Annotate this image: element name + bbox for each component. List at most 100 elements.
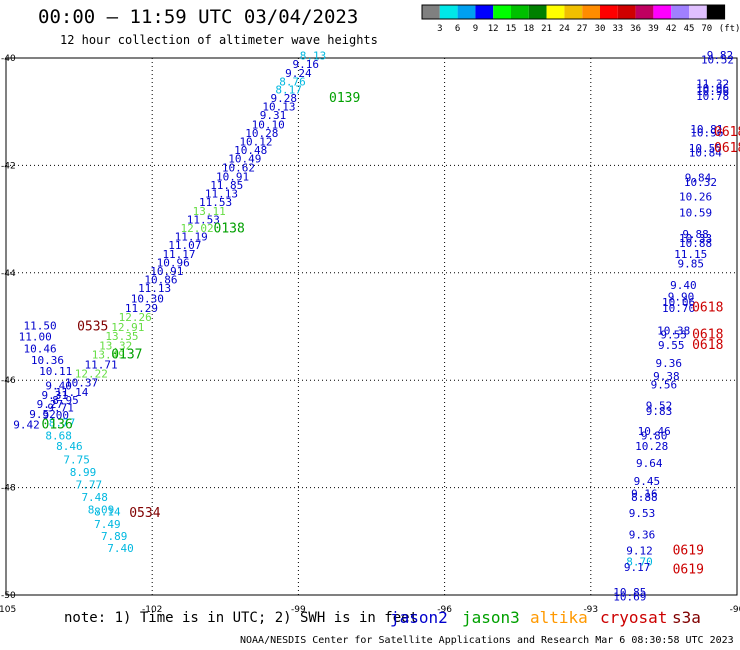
swh-data-label: 9.27 [37,398,64,411]
swh-data-label: 10.85 [613,586,646,599]
swh-data-label: 11.07 [168,239,201,252]
colorbar-tick-label: 3 [437,24,442,34]
swh-data-label: 10.38 [657,325,690,338]
colorbar-unit: (ft) [719,24,740,34]
swh-data-label: 10.46 [638,425,671,438]
swh-data-label: 8.76 [279,75,306,88]
swh-data-label: 9.80 [641,429,668,442]
swh-data-label: 7.48 [81,491,108,504]
pass-time-label: 0138 [214,222,245,237]
colorbar-tick-label: 9 [473,24,478,34]
swh-data-label: 9.88 [682,228,709,241]
colorbar-swatch [635,5,654,19]
swh-data-label: 11.85 [210,179,243,192]
swh-data-label: 9.31 [260,109,287,122]
colorbar-swatch [422,5,440,19]
swh-data-label: 9.31 [41,389,68,402]
swh-data-label: 10.36 [31,354,64,367]
swh-data-label: 7.77 [76,479,103,492]
colorbar-tick-label: 18 [523,24,534,34]
swh-data-label: 13.11 [193,205,226,218]
y-tick-label: -44 [1,269,16,279]
swh-data-label: 11.13 [205,188,238,201]
pass-time-label: 0139 [329,91,360,106]
swh-data-label: 9.45 [634,475,661,488]
swh-data-label: 13.49 [92,349,125,362]
swh-data-label: 10.26 [679,190,712,203]
swh-data-label: 10.28 [245,127,278,140]
colorbar-tick-label: 24 [559,24,570,34]
swh-data-label: 9.82 [707,49,734,62]
swh-data-label: 8.13 [300,50,327,63]
swh-data-label: 11.50 [24,320,57,333]
swh-data-label: 9.24 [285,67,312,80]
pass-time-label: 0618 [692,338,723,353]
x-tick-label: -96 [437,605,452,615]
swh-data-label: 9.52 [646,400,673,413]
footer-credit: NOAA/NESDIS Center for Satellite Applica… [240,635,734,646]
swh-data-label: 10.88 [679,237,712,250]
pass-time-label: 0618 [692,300,723,315]
swh-data-label: 11.14 [55,386,88,399]
swh-data-label: 10.84 [689,146,722,159]
swh-data-label: 10.86 [144,274,177,287]
plot-frame [5,57,738,596]
chart-note: note: 1) Time is in UTC; 2) SWH is in fe… [64,610,419,626]
colorbar-swatch [653,5,672,19]
swh-data-label: 9.40 [45,379,72,392]
swh-data-label: 10.33 [679,232,712,245]
pass-time-label: 0136 [42,418,73,433]
y-tick-label: -50 [1,591,16,601]
pass-time-label: 0618 [692,327,723,342]
swh-data-label: 11.17 [162,248,195,261]
swh-data-label: 10.11 [39,365,72,378]
swh-data-label: 10.49 [228,153,261,166]
color-legend: 3 6 9 12 15 18 21 24 27 30 33 36 39 42 45 70 (ft) [421,4,740,34]
colorbar-tick-label: 36 [630,24,641,34]
swh-data-label: 11.53 [187,213,220,226]
colorbar-swatch [671,5,689,19]
colorbar-tick-label: 27 [577,24,588,34]
swh-data-label: 11.53 [199,196,232,209]
swh-data-label: 11.71 [84,358,117,371]
colorbar-swatch [546,5,565,19]
x-tick-label: -90 [730,605,740,615]
swh-data-label: 9.00 [42,409,69,422]
colorbar-tick-label: 45 [684,24,695,34]
swh-data-label: 11.29 [125,302,158,315]
swh-data-label: 9.38 [653,370,680,383]
colorbar-tick-label: 21 [541,24,552,34]
y-tick-label: -42 [1,161,16,171]
x-tick-label: -102 [142,605,162,615]
pass-time-label: 0618 [714,141,740,156]
swh-data-label: 10.62 [222,161,255,174]
chart-title: 00:00 – 11:59 UTC 03/04/2023 [38,6,359,28]
swh-data-label: 10.30 [131,292,164,305]
swh-data-label: 9.52 [29,408,56,421]
colorbar-swatch [511,5,529,19]
swh-data-label: 10.96 [696,85,729,98]
swh-data-label: 10.48 [234,144,267,157]
swh-data-label: 10.78 [696,90,729,103]
swh-data-label: 9.53 [629,507,656,520]
colorbar-swatch [564,5,583,19]
swh-data-label: 8.68 [45,429,72,442]
colorbar-swatch [582,5,600,19]
swh-data-label: 9.28 [271,92,298,105]
pass-time-label: 0619 [673,544,704,559]
x-tick-label: -99 [291,605,306,615]
swh-data-label: 9.55 [658,339,685,352]
swh-data-label: 7.40 [107,542,134,555]
colorbar-swatch [706,5,725,19]
satellite-legend-item: s3a [672,608,701,627]
x-tick-label: -105 [0,605,16,615]
swh-data-label: 9.56 [651,378,678,391]
swh-data-label: 12.22 [75,368,108,381]
swh-data-label: 9.40 [670,279,697,292]
swh-data-label: 9.36 [656,357,683,370]
swh-data-label: 11.19 [175,231,208,244]
colorbar-swatch [457,5,476,19]
swh-data-label: 9.42 [13,419,40,432]
